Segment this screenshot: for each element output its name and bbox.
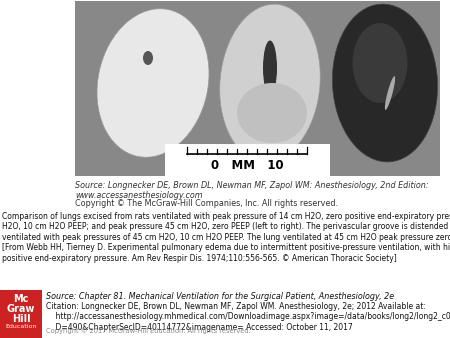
Ellipse shape <box>143 51 153 65</box>
Ellipse shape <box>220 4 320 162</box>
Ellipse shape <box>352 23 408 103</box>
Text: Graw: Graw <box>7 304 35 314</box>
Ellipse shape <box>263 41 277 96</box>
Bar <box>0 290 42 338</box>
Ellipse shape <box>237 83 307 143</box>
Bar <box>165 144 330 176</box>
Text: Mc: Mc <box>14 294 29 304</box>
Text: Source: Longnecker DE, Brown DL, Newman MF, Zapol WM: Anesthesiology, 2nd Editio: Source: Longnecker DE, Brown DL, Newman … <box>75 181 428 200</box>
Text: Hill: Hill <box>12 314 30 324</box>
Ellipse shape <box>385 76 395 110</box>
Text: Citation: Longnecker DE, Brown DL, Newman MF, Zapol WM. Anesthesiology, 2e; 2012: Citation: Longnecker DE, Brown DL, Newma… <box>46 302 450 332</box>
Ellipse shape <box>97 9 209 157</box>
Text: 0   MM   10: 0 MM 10 <box>211 159 284 172</box>
Text: Education: Education <box>5 324 37 329</box>
Text: Copyright © 2017 McGraw-Hill Education. All rights reserved.: Copyright © 2017 McGraw-Hill Education. … <box>46 327 251 334</box>
Text: Source: Chapter 81. Mechanical Ventilation for the Surgical Patient, Anesthesiol: Source: Chapter 81. Mechanical Ventilati… <box>46 292 394 301</box>
Text: Comparison of lungs excised from rats ventilated with peak pressure of 14 cm H2O: Comparison of lungs excised from rats ve… <box>2 212 450 263</box>
Text: Copyright © The McGraw-Hill Companies, Inc. All rights reserved.: Copyright © The McGraw-Hill Companies, I… <box>75 199 338 208</box>
Ellipse shape <box>333 4 437 162</box>
Bar <box>75 1 440 176</box>
